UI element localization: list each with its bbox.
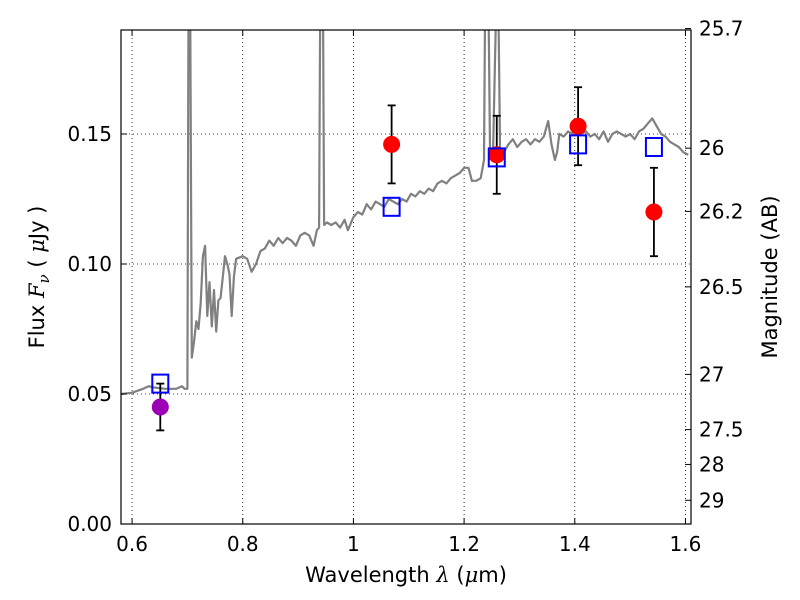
y2-tick-label: 26.2 [699,199,744,223]
model-photometry-point [644,137,663,157]
y2-tick-label: 29 [699,488,724,512]
plot-area [121,30,689,432]
model-photometry-point [151,373,170,394]
y2-axis-label: Magnitude (AB) [758,195,782,358]
model-photometry-point [382,196,401,217]
observed-point [569,117,587,135]
x-axis-label: Wavelength λ (μm) [305,563,507,587]
plot-frame [120,29,692,525]
observed-point [645,203,663,221]
x-tick-label: 0.6 [116,532,148,556]
x-tick-label: 1.4 [559,532,591,556]
y2-tick-label: 26.5 [699,275,744,299]
y-tick-label: 0.15 [67,122,112,146]
y2-tick-label: 27 [699,362,724,386]
y-tick-label: 0.05 [67,382,112,406]
y-tick-label: 0.10 [67,252,112,276]
axis-ticks [121,28,691,525]
model-photometry-point [569,134,588,155]
model-spectrum-line [121,30,689,396]
y-axis-label: Flux Fν ( μJy ) [25,206,53,349]
observed-point [151,398,169,416]
y2-tick-label: 27.5 [699,418,744,442]
model-photometry-point [487,147,506,168]
x-tick-label: 1.6 [670,532,702,556]
x-tick-label: 0.8 [227,532,259,556]
y2-tick-label: 26 [699,136,724,160]
observed-point [383,135,401,153]
x-tick-label: 1.2 [448,532,480,556]
x-tick-label: 1 [347,532,360,556]
y-tick-label: 0.00 [67,512,112,536]
y2-tick-label: 28 [699,452,724,476]
y2-tick-label: 25.7 [699,17,744,41]
